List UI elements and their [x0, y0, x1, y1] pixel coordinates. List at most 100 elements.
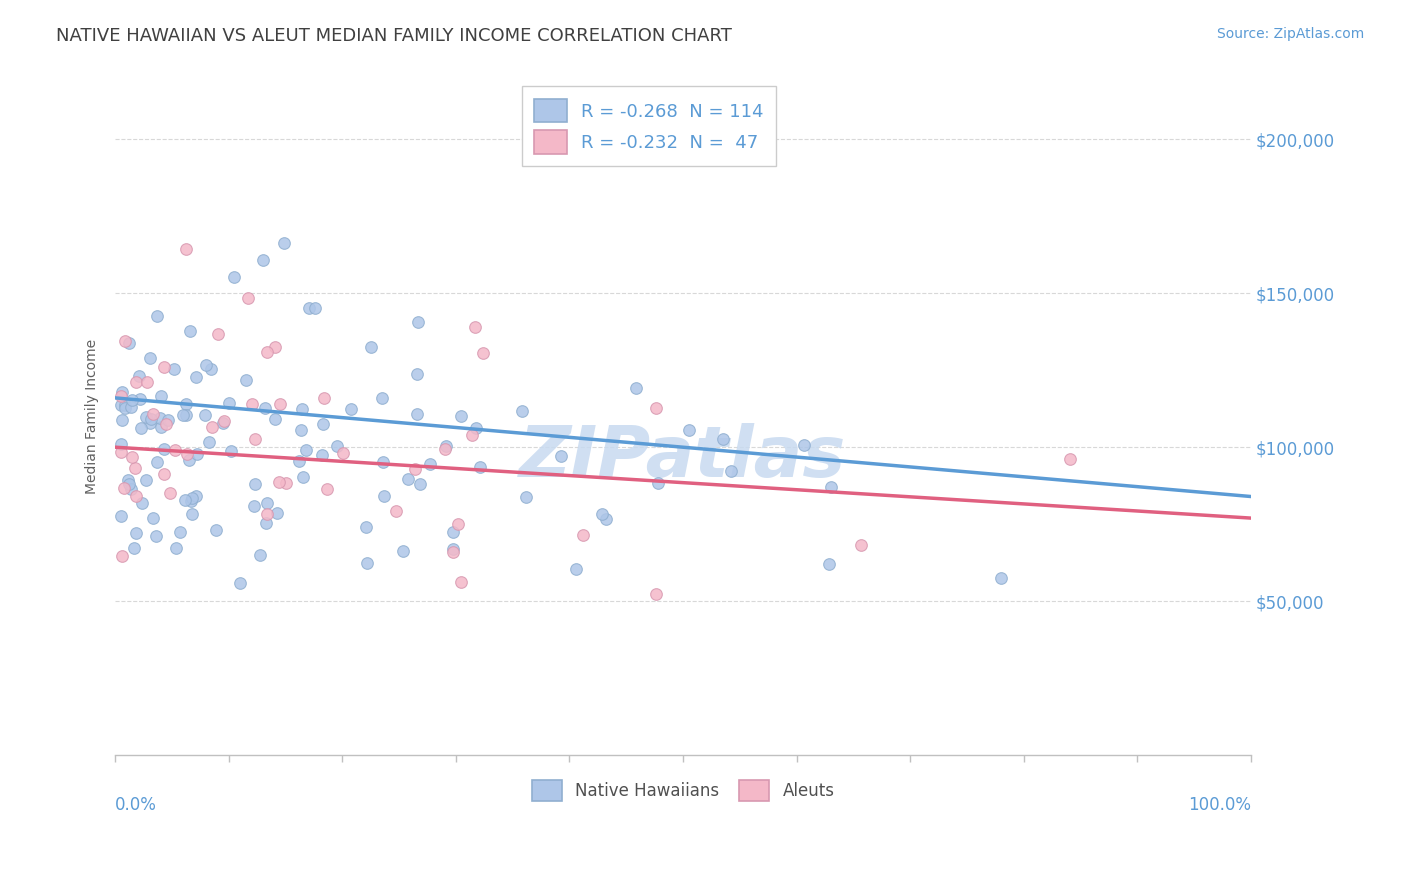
Point	[252, 253, 274, 268]
Point	[419, 457, 441, 471]
Point	[256, 507, 278, 521]
Point	[201, 420, 224, 434]
Point	[110, 389, 132, 403]
Point	[125, 376, 148, 390]
Point	[197, 435, 219, 450]
Point	[141, 412, 163, 426]
Point	[314, 391, 336, 405]
Point	[166, 541, 188, 556]
Point	[163, 362, 186, 376]
Point	[212, 416, 235, 430]
Point	[218, 396, 240, 410]
Text: NATIVE HAWAIIAN VS ALEUT MEDIAN FAMILY INCOME CORRELATION CHART: NATIVE HAWAIIAN VS ALEUT MEDIAN FAMILY I…	[56, 27, 733, 45]
Point	[256, 345, 278, 359]
Point	[1059, 451, 1081, 466]
Point	[174, 492, 197, 507]
Point	[515, 490, 537, 504]
Point	[678, 423, 700, 437]
Point	[371, 391, 394, 405]
Point	[644, 586, 666, 600]
Legend: Native Hawaiians, Aleuts: Native Hawaiians, Aleuts	[524, 773, 841, 808]
Point	[849, 538, 872, 552]
Point	[304, 301, 326, 315]
Point	[626, 381, 648, 395]
Point	[142, 407, 165, 421]
Point	[550, 449, 572, 463]
Point	[149, 389, 172, 403]
Point	[298, 301, 321, 315]
Point	[174, 243, 197, 257]
Point	[371, 455, 394, 469]
Point	[264, 411, 287, 425]
Point	[340, 402, 363, 417]
Point	[472, 346, 495, 360]
Point	[356, 556, 378, 570]
Point	[135, 474, 157, 488]
Point	[159, 485, 181, 500]
Point	[222, 270, 245, 285]
Point	[142, 510, 165, 524]
Point	[360, 340, 382, 354]
Point	[153, 442, 176, 457]
Point	[254, 401, 277, 416]
Point	[129, 392, 152, 406]
Point	[131, 496, 153, 510]
Point	[269, 397, 291, 411]
Point	[111, 413, 134, 427]
Point	[153, 359, 176, 374]
Point	[139, 416, 162, 430]
Point	[128, 369, 150, 384]
Text: 0.0%: 0.0%	[115, 796, 157, 814]
Point	[990, 571, 1012, 585]
Point	[229, 575, 252, 590]
Point	[405, 407, 427, 421]
Point	[117, 473, 139, 487]
Point	[249, 548, 271, 562]
Point	[292, 469, 315, 483]
Point	[274, 476, 297, 491]
Point	[112, 481, 135, 495]
Point	[205, 523, 228, 537]
Point	[441, 541, 464, 556]
Point	[120, 400, 142, 414]
Point	[145, 529, 167, 543]
Point	[441, 524, 464, 539]
Point	[120, 482, 142, 496]
Text: Source: ZipAtlas.com: Source: ZipAtlas.com	[1216, 27, 1364, 41]
Point	[266, 506, 288, 520]
Point	[163, 442, 186, 457]
Point	[311, 448, 333, 462]
Point	[149, 420, 172, 434]
Point	[139, 351, 162, 366]
Point	[315, 482, 337, 496]
Point	[149, 410, 172, 425]
Point	[180, 507, 202, 521]
Point	[184, 370, 207, 384]
Point	[235, 373, 257, 387]
Point	[157, 412, 180, 426]
Point	[153, 467, 176, 481]
Point	[405, 461, 427, 475]
Point	[118, 477, 141, 491]
Point	[155, 417, 177, 432]
Point	[595, 511, 617, 525]
Point	[136, 375, 159, 389]
Point	[464, 421, 486, 435]
Point	[110, 398, 132, 412]
Point	[326, 439, 349, 453]
Point	[118, 336, 141, 351]
Point	[647, 475, 669, 490]
Point	[194, 408, 217, 422]
Y-axis label: Median Family Income: Median Family Income	[86, 339, 100, 494]
Point	[200, 362, 222, 376]
Point	[110, 508, 132, 523]
Point	[195, 358, 218, 372]
Point	[273, 236, 295, 251]
Point	[450, 574, 472, 589]
Point	[135, 409, 157, 424]
Point	[510, 404, 533, 418]
Point	[145, 455, 167, 469]
Point	[125, 525, 148, 540]
Point	[269, 475, 291, 490]
Point	[236, 291, 259, 305]
